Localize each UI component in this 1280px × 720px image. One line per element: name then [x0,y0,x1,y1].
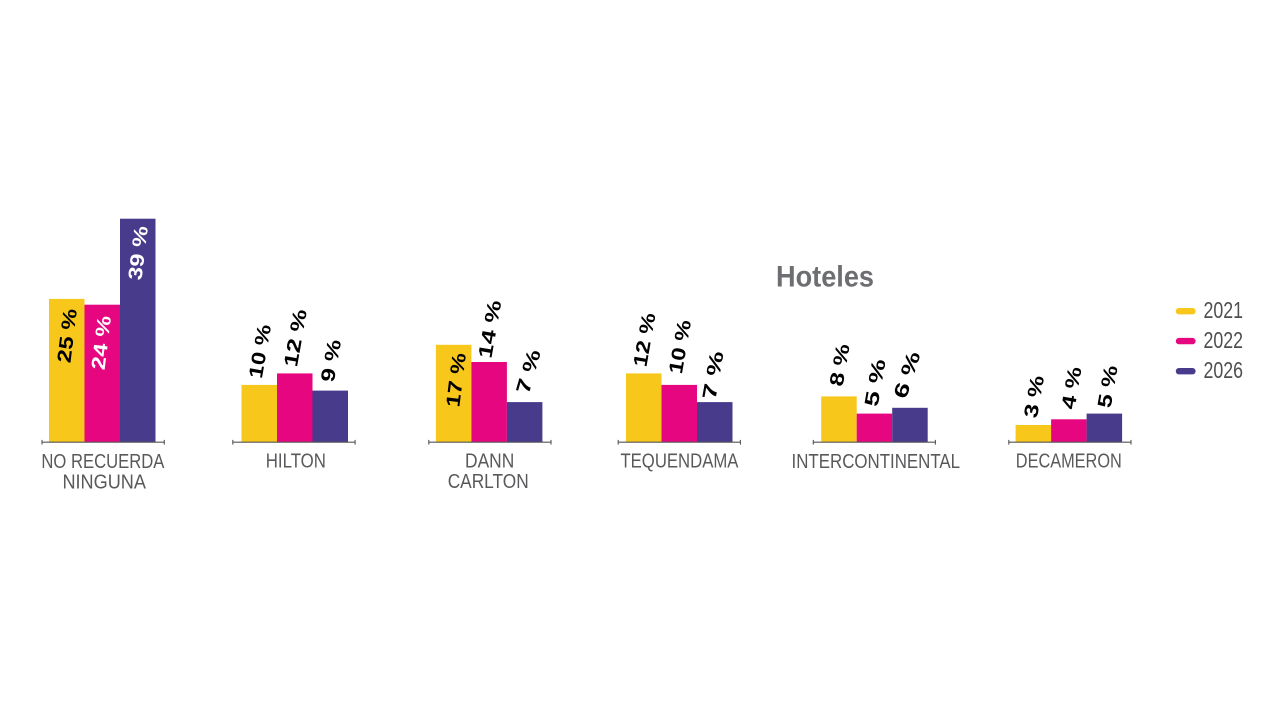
svg-text:6 %: 6 % [890,349,926,401]
svg-text:Hoteles: Hoteles [776,261,874,294]
svg-text:8 %: 8 % [825,342,854,388]
svg-text:DECAMERON: DECAMERON [1016,451,1122,473]
svg-text:3 %: 3 % [1020,374,1049,420]
svg-text:2021: 2021 [1204,297,1244,323]
svg-text:2022: 2022 [1204,327,1244,353]
svg-text:12 %: 12 % [629,311,661,368]
svg-text:DANN: DANN [465,451,514,473]
svg-text:5 %: 5 % [861,357,891,408]
svg-text:7 %: 7 % [511,347,545,396]
svg-text:NO RECUERDA: NO RECUERDA [41,451,165,473]
svg-text:HILTON: HILTON [266,450,326,472]
svg-text:9 %: 9 % [316,338,345,384]
svg-text:TEQUENDAMA: TEQUENDAMA [620,451,739,473]
svg-text:INTERCONTINENTAL: INTERCONTINENTAL [792,451,961,473]
svg-text:12 %: 12 % [279,307,311,368]
svg-text:4 %: 4 % [1057,365,1086,411]
svg-text:7 %: 7 % [699,350,729,401]
svg-text:2026: 2026 [1204,357,1244,383]
svg-text:5 %: 5 % [1093,364,1122,410]
svg-text:10 %: 10 % [664,318,696,375]
svg-text:CARLTON: CARLTON [448,471,529,493]
svg-text:NINGUNA: NINGUNA [62,471,146,493]
svg-text:14 %: 14 % [474,298,506,359]
svg-text:10 %: 10 % [244,323,276,380]
